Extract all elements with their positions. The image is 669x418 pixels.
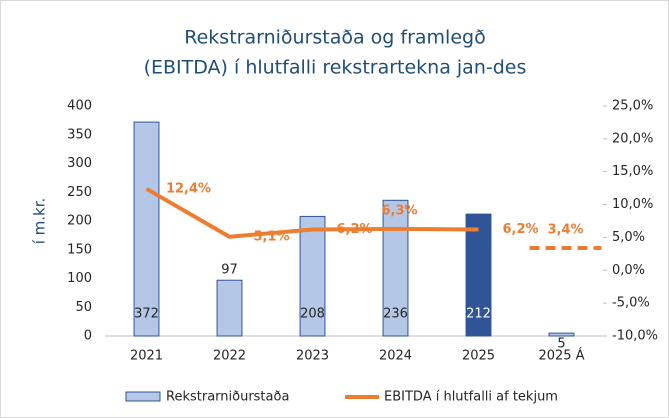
chart-title: Rekstrarniðurstaða og framlegð (184, 27, 485, 49)
y-tick-label: 200 (67, 214, 92, 229)
x-tick-label: 2022 (213, 349, 246, 364)
data-label: 208 (300, 307, 325, 322)
legend-label: Rekstrarniðurstaða (166, 390, 289, 405)
data-label: 3,4% (547, 222, 583, 237)
legend-label: EBITDA í hlutfalli af tekjum (384, 390, 558, 405)
data-label: 212 (466, 307, 491, 322)
y-tick-label: 100 (67, 271, 92, 286)
bar (382, 199, 409, 337)
legend-swatch (125, 391, 161, 402)
y-axis-title: í m.kr. (31, 198, 49, 245)
bar (299, 215, 326, 337)
y2-tick-label: 25,0% (612, 99, 653, 114)
y-tick-label: 0 (84, 329, 92, 344)
bar (465, 213, 492, 337)
y-tick-label: 400 (67, 99, 92, 114)
x-tick-label: 2025 (462, 349, 495, 364)
bar (216, 279, 243, 337)
y2-tick-label: 0,0% (612, 263, 645, 278)
bar (133, 121, 160, 337)
data-label: 97 (221, 263, 238, 278)
data-label: 12,4% (166, 181, 211, 196)
bar (548, 332, 575, 337)
y2-tick-label: -10,0% (612, 329, 658, 344)
y2-tick-label: -5,0% (612, 296, 650, 311)
y2-tick-label: 5,0% (612, 230, 645, 245)
x-tick-label: 2023 (296, 349, 329, 364)
y-tick-label: 350 (67, 127, 92, 142)
y2-tick-label: 10,0% (612, 197, 653, 212)
x-tick-label: 2024 (379, 349, 412, 364)
data-label: 372 (134, 307, 159, 322)
data-label: 6,3% (381, 203, 417, 218)
chart-title: (EBITDA) í hlutfalli rekstrartekna jan-d… (144, 57, 527, 79)
line (145, 187, 479, 239)
x-tick-label: 2021 (130, 349, 163, 364)
x-tick-label: 2025 Á (538, 348, 584, 364)
data-label: 5 (557, 337, 565, 352)
data-label: 236 (383, 307, 408, 322)
data-label: 6,2% (502, 222, 538, 237)
y-tick-label: 300 (67, 156, 92, 171)
y-tick-label: 250 (67, 185, 92, 200)
y2-tick-label: 20,0% (612, 131, 653, 146)
y2-tick-label: 15,0% (612, 164, 653, 179)
y-tick-label: 150 (67, 242, 92, 257)
y-tick-label: 50 (75, 300, 92, 315)
